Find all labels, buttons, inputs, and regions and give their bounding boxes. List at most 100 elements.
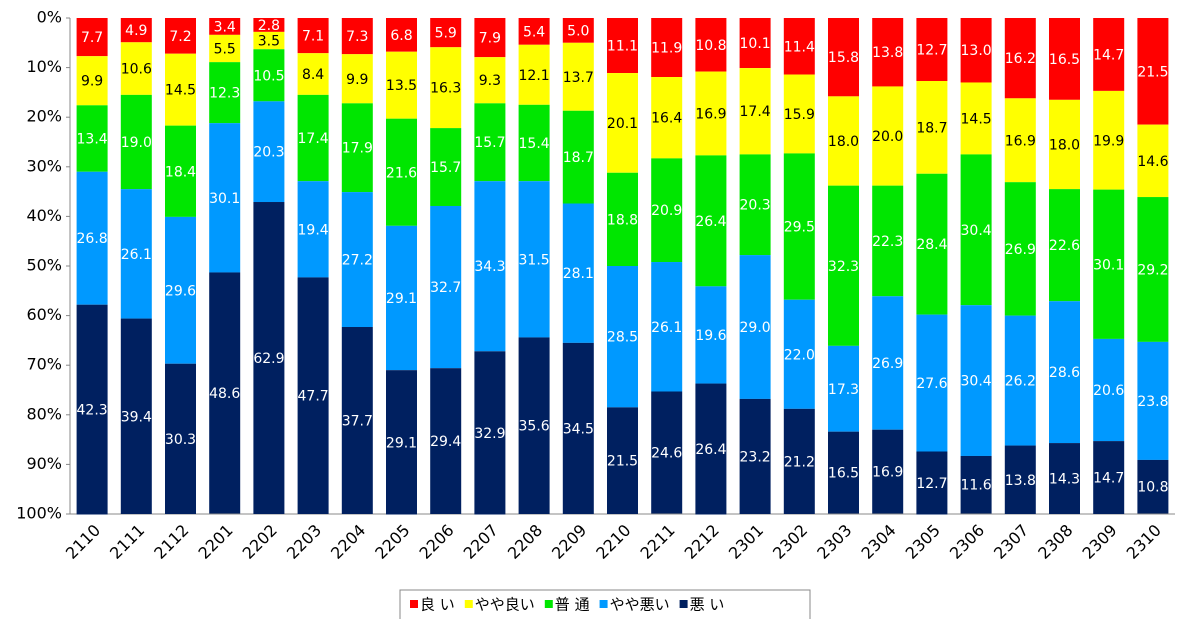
bar-segment <box>695 71 727 156</box>
data-label: 21.5 <box>1137 64 1168 80</box>
bar-segment <box>253 31 285 50</box>
data-label: 22.6 <box>1049 238 1080 254</box>
bar-segment <box>783 18 815 75</box>
data-label: 15.9 <box>784 107 815 123</box>
legend-swatch <box>679 600 688 608</box>
bar-segment <box>607 18 638 74</box>
bar-segment <box>430 368 462 514</box>
data-label: 27.2 <box>342 253 373 269</box>
y-tick-label: 70% <box>26 355 62 374</box>
y-tick-label: 20% <box>26 107 62 126</box>
bar-segment <box>828 431 859 514</box>
bar-segment <box>120 18 152 43</box>
y-tick-label: 90% <box>26 454 62 473</box>
bar-segment <box>518 18 550 45</box>
data-label: 9.9 <box>346 72 368 88</box>
data-label: 18.7 <box>563 150 594 166</box>
data-label: 34.3 <box>474 259 505 275</box>
data-label: 19.4 <box>298 222 329 238</box>
legend-label: 悪 い <box>690 596 725 614</box>
y-tick-label: 10% <box>26 57 62 76</box>
bar-segment <box>518 337 550 514</box>
data-label: 21.6 <box>386 165 417 181</box>
data-label: 10.1 <box>740 36 771 52</box>
bar-segment <box>695 286 727 384</box>
bar-segment <box>739 18 771 69</box>
x-tick-label: 2301 <box>725 521 767 563</box>
data-label: 13.8 <box>1005 473 1036 489</box>
legend-label: 普 通 <box>555 596 590 614</box>
legend-label: やや悪い <box>610 596 670 614</box>
x-tick-label: 2302 <box>769 521 811 563</box>
bar-segment <box>165 363 196 514</box>
bar-segment <box>1004 182 1036 316</box>
bar-segment <box>916 173 948 315</box>
bar-segment <box>651 18 683 78</box>
bar-segment <box>76 56 108 106</box>
data-label: 20.1 <box>607 116 638 132</box>
bar-segment <box>253 49 285 102</box>
data-label: 8.4 <box>302 67 324 83</box>
bar-segment <box>695 155 727 287</box>
bar-segment <box>1137 197 1169 342</box>
data-label: 29.5 <box>784 220 815 236</box>
x-tick-label: 2110 <box>62 521 104 563</box>
data-label: 10.8 <box>695 38 726 54</box>
data-label: 17.9 <box>342 141 373 157</box>
bar-segment <box>828 185 859 346</box>
data-label: 7.9 <box>479 31 501 47</box>
legend-swatch <box>410 600 418 608</box>
data-label: 16.5 <box>828 466 859 482</box>
data-label: 21.2 <box>784 454 815 470</box>
x-tick-label: 2206 <box>415 521 457 563</box>
bar-segment <box>872 18 904 87</box>
legend-label: やや良い <box>475 596 535 614</box>
data-label: 26.2 <box>1005 374 1036 390</box>
legend-swatch <box>599 600 608 608</box>
bar-segment <box>474 18 506 58</box>
bar-segment <box>518 44 550 105</box>
bar-segment <box>518 104 550 182</box>
bar-segment <box>1049 301 1080 444</box>
x-tick-label: 2303 <box>813 521 855 563</box>
data-label: 30.3 <box>165 432 196 448</box>
bar-segment <box>76 171 108 305</box>
data-label: 16.3 <box>430 81 461 97</box>
bar-segment <box>1093 441 1125 514</box>
bar-segment <box>1004 18 1036 99</box>
data-label: 5.4 <box>523 24 545 40</box>
data-label: 7.2 <box>169 29 191 45</box>
bar-segment <box>607 172 638 266</box>
bar-segment <box>518 181 550 338</box>
legend-swatch <box>464 600 473 608</box>
y-tick-label: 60% <box>26 305 62 324</box>
bar-segment <box>916 80 948 174</box>
x-tick-label: 2306 <box>946 521 988 563</box>
data-label: 30.1 <box>1093 257 1124 273</box>
data-label: 23.2 <box>740 449 771 465</box>
x-tick-label: 2207 <box>460 521 502 563</box>
bar-segment <box>386 18 417 52</box>
bar-segment <box>562 342 594 514</box>
bar-segment <box>651 158 683 263</box>
bar-segment <box>1137 124 1169 198</box>
data-label: 5.9 <box>435 26 457 42</box>
bar-segment <box>960 455 992 514</box>
data-label: 18.7 <box>916 120 947 136</box>
bar-segment <box>651 262 683 392</box>
data-label: 37.7 <box>342 414 373 430</box>
bar-segment <box>120 42 152 95</box>
bar-segment <box>1093 90 1125 190</box>
x-tick-label: 2208 <box>504 521 546 563</box>
y-tick-label: 30% <box>26 156 62 175</box>
data-label: 15.7 <box>474 135 505 151</box>
data-label: 29.6 <box>165 283 196 299</box>
data-label: 32.7 <box>430 280 461 296</box>
bar-segment <box>209 272 241 514</box>
data-label: 14.3 <box>1049 472 1080 488</box>
data-label: 21.5 <box>607 454 638 470</box>
data-label: 10.6 <box>121 62 152 78</box>
bar-segment <box>960 305 992 456</box>
bar-segment <box>297 277 329 514</box>
